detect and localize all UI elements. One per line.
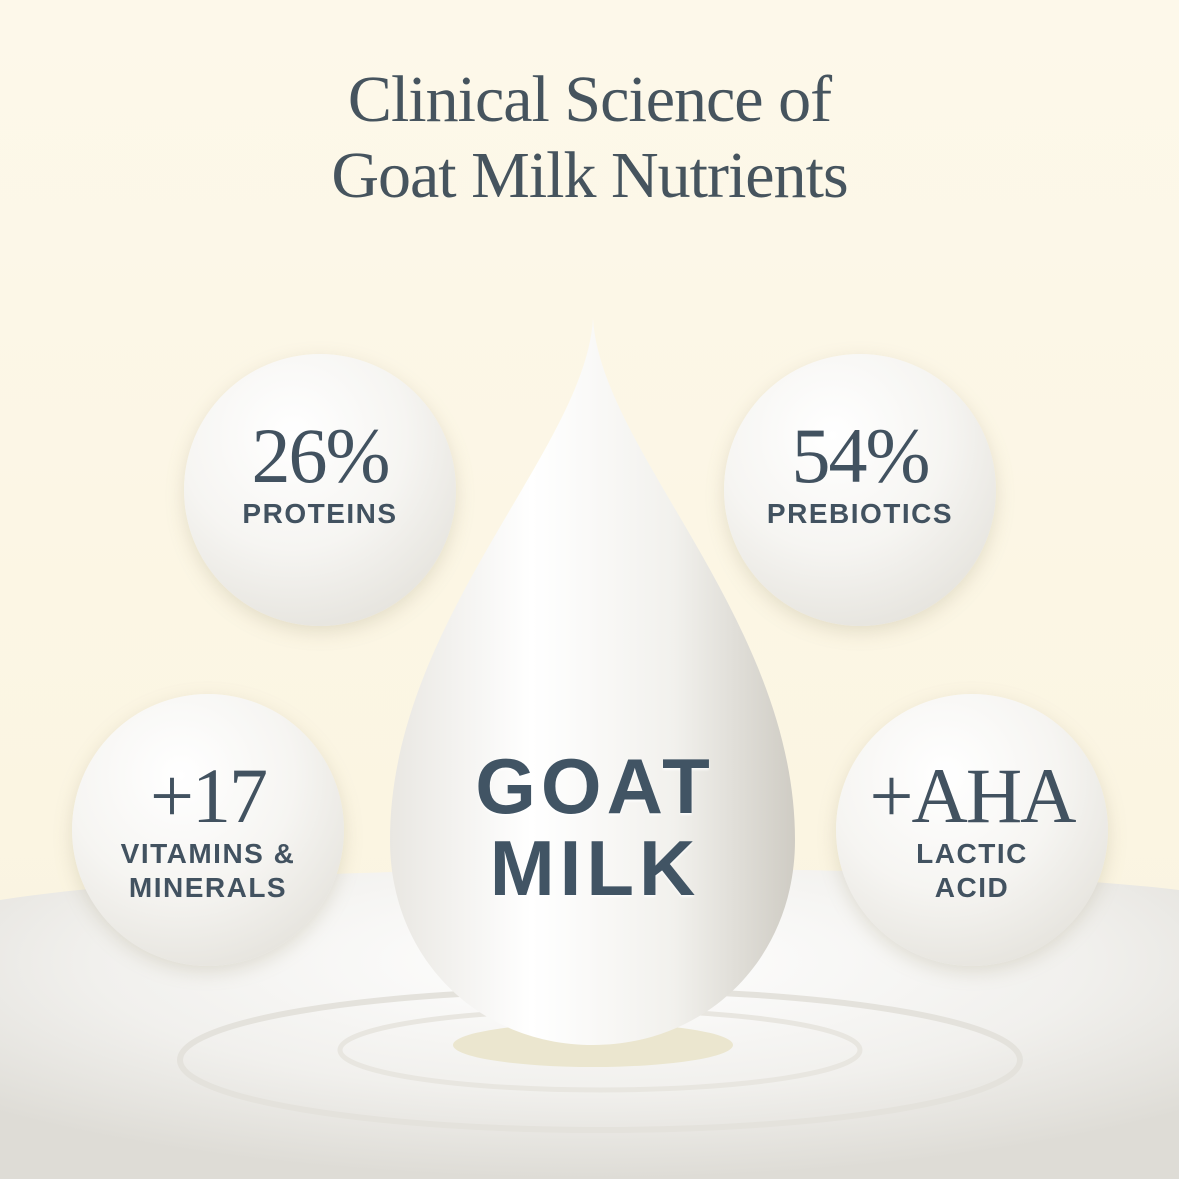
bubble-label: MINERALS bbox=[128, 872, 288, 903]
bubble-value: +AHA bbox=[869, 752, 1077, 839]
center-line-2: MILK bbox=[489, 824, 701, 912]
bubble-value: 54% bbox=[791, 412, 931, 499]
bubble-vitamins: +17 VITAMINS & MINERALS bbox=[72, 694, 344, 966]
milk-drop bbox=[390, 318, 795, 1045]
bubble-label: VITAMINS & bbox=[120, 838, 296, 869]
title-line-2: Goat Milk Nutrients bbox=[331, 139, 848, 212]
bubble-label: PROTEINS bbox=[242, 498, 398, 529]
goat-milk-label: GOAT MILK bbox=[440, 745, 750, 909]
center-line-1: GOAT bbox=[475, 742, 715, 830]
page-title: Clinical Science of Goat Milk Nutrients bbox=[0, 62, 1179, 214]
bubble-label: PREBIOTICS bbox=[766, 498, 954, 529]
bubble-value: 26% bbox=[251, 412, 391, 499]
bubble-value: +17 bbox=[150, 752, 268, 839]
bubble-aha: +AHA LACTIC ACID bbox=[836, 694, 1108, 966]
bubble-prebiotics: 54% PREBIOTICS bbox=[724, 354, 996, 626]
bubble-label: ACID bbox=[934, 872, 1010, 903]
title-line-1: Clinical Science of bbox=[347, 63, 832, 136]
bubble-label: LACTIC bbox=[916, 838, 1028, 869]
bubble-proteins: 26% PROTEINS bbox=[184, 354, 456, 626]
